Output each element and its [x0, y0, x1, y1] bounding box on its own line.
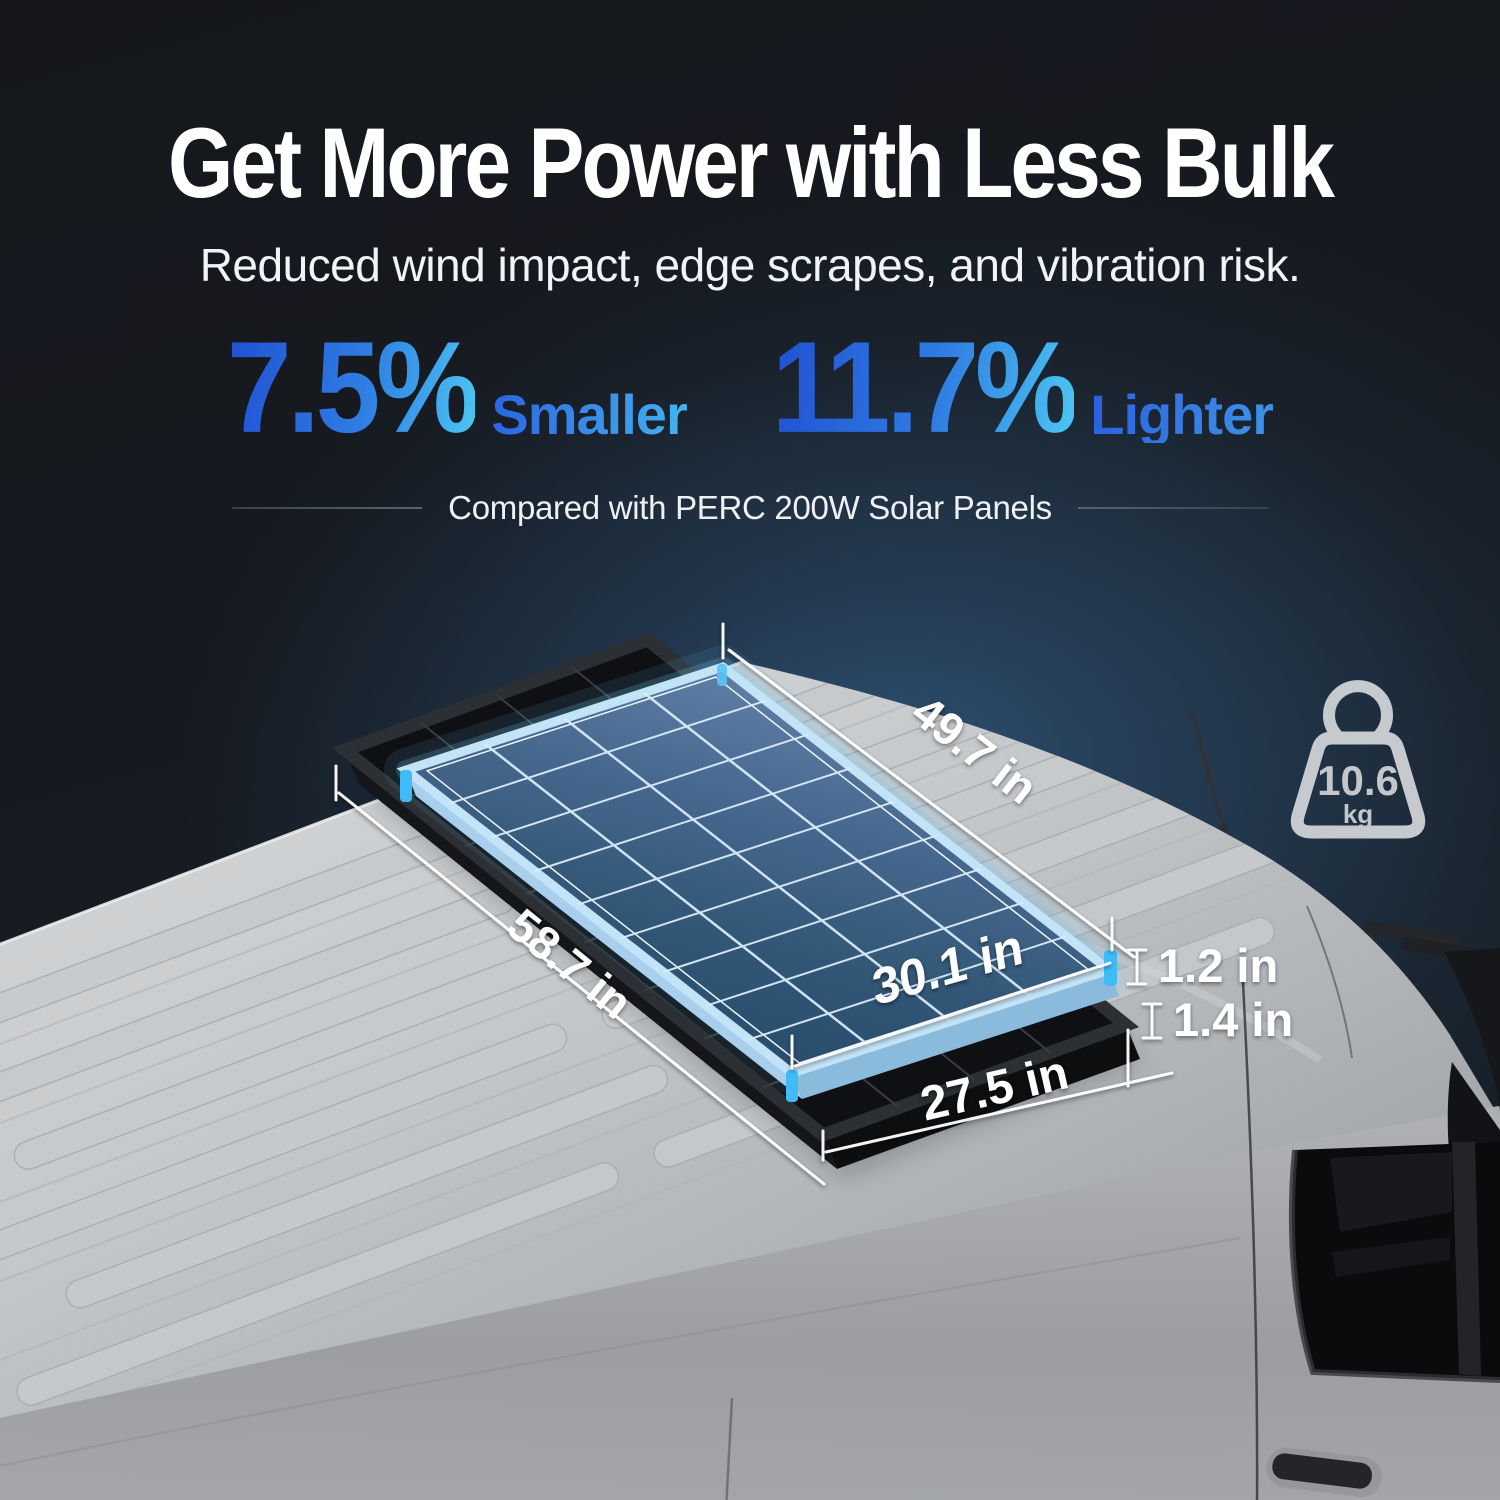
- stats-row: 7.5% Smaller 11.7% Lighter: [0, 322, 1500, 452]
- cab-window-interior: [1330, 1152, 1452, 1277]
- dim-compact-thickness-label: 1.2 in: [1158, 939, 1278, 992]
- stat-smaller-label: Smaller: [491, 383, 687, 446]
- cab-window-frame: [1288, 1149, 1500, 1383]
- dim-line-compact-width: [793, 961, 1112, 1068]
- van-side-seam-1: [0, 1237, 1241, 1467]
- stat-smaller: 7.5% Smaller: [227, 322, 688, 452]
- perc-panel-side-right: [823, 1025, 1140, 1169]
- a-pillar-seam: [1241, 981, 1259, 1500]
- header: Get More Power with Less Bulk: [0, 106, 1500, 218]
- panel-corner-accents: [400, 664, 1117, 1102]
- stat-lighter: 11.7% Lighter: [772, 322, 1274, 452]
- windshield-pillar: [1444, 948, 1500, 1110]
- weight-value: 10.6: [1317, 757, 1399, 804]
- divider-line-right: [1077, 507, 1268, 509]
- window-divider-bar: [1452, 1142, 1481, 1376]
- dim-line-perc-length: [337, 791, 826, 1186]
- dim-line-compact-length: [727, 648, 1136, 959]
- dim-perc-thickness-label: 1.4 in: [1173, 993, 1293, 1046]
- subtitle-row: Reduced wind impact, edge scrapes, and v…: [0, 238, 1500, 292]
- cowl-seam: [1306, 905, 1353, 1059]
- dim-line-perc-width: [824, 1071, 1174, 1154]
- stat-lighter-value: 11.7%: [771, 314, 1079, 460]
- van-door-seam-left: [725, 1397, 734, 1500]
- page-title: Get More Power with Less Bulk: [168, 107, 1335, 219]
- compact-panel-grid: [406, 667, 1109, 1073]
- weight-unit: kg: [1343, 799, 1373, 829]
- comparison-note-row: Compared with PERC 200W Solar Panels: [0, 489, 1500, 527]
- thickness-marker-perc: [1141, 1002, 1163, 1040]
- antenna: [1191, 711, 1228, 831]
- weight-badge: 10.6 kg: [1290, 680, 1426, 839]
- comparison-note: Compared with PERC 200W Solar Panels: [448, 489, 1052, 526]
- stat-smaller-value: 7.5%: [226, 314, 479, 460]
- van-side: [0, 1105, 1500, 1500]
- door-handle: [1266, 1447, 1382, 1497]
- weight-kettlebell-icon: [1290, 680, 1426, 839]
- page-subtitle: Reduced wind impact, edge scrapes, and v…: [199, 239, 1301, 291]
- divider-line-left: [232, 507, 423, 509]
- stat-lighter-label: Lighter: [1090, 383, 1274, 446]
- thickness-marker-compact: [1126, 948, 1148, 986]
- compact-panel: [400, 664, 1119, 1102]
- compact-panel-side-right: [792, 970, 1119, 1099]
